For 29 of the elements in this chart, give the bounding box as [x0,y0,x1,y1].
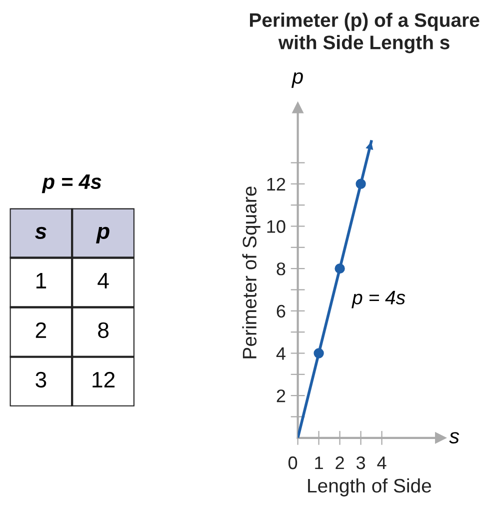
y-tick-label: 8 [276,262,286,276]
point [356,178,366,189]
y-tick-label: 12 [267,178,286,190]
text: 3 [36,372,46,388]
text: s [35,226,46,240]
text: 2 [36,322,46,338]
y-tick-label: 10 [267,220,286,233]
text: s [449,432,460,444]
x-tick-label: 4 [377,456,386,470]
x-tick-label: 2 [336,456,344,470]
point [334,263,345,274]
text: p = 4s [42,174,102,194]
y-tick-label: 2 [276,389,286,402]
y-tick-label: 6 [276,304,286,318]
y-axis-title: Perimeter of Square [242,186,260,358]
x-tick-label: 0 [288,456,298,470]
text: 8 [98,322,109,338]
x-tick-label: 3 [356,456,366,470]
x-tick-label: 1 [315,456,323,470]
x-axis-title: Length of Side [308,478,432,496]
text: 4 [98,273,109,288]
text: p [291,72,303,88]
point [314,348,324,358]
text: p [96,226,110,244]
y-tick-label: 4 [276,347,286,360]
chart-title: Perimeter (p) of a Square with Side Length s [250,12,480,54]
text: 12 [92,372,115,388]
annotation: p = 4s [352,290,406,308]
text: 1 [36,273,46,288]
